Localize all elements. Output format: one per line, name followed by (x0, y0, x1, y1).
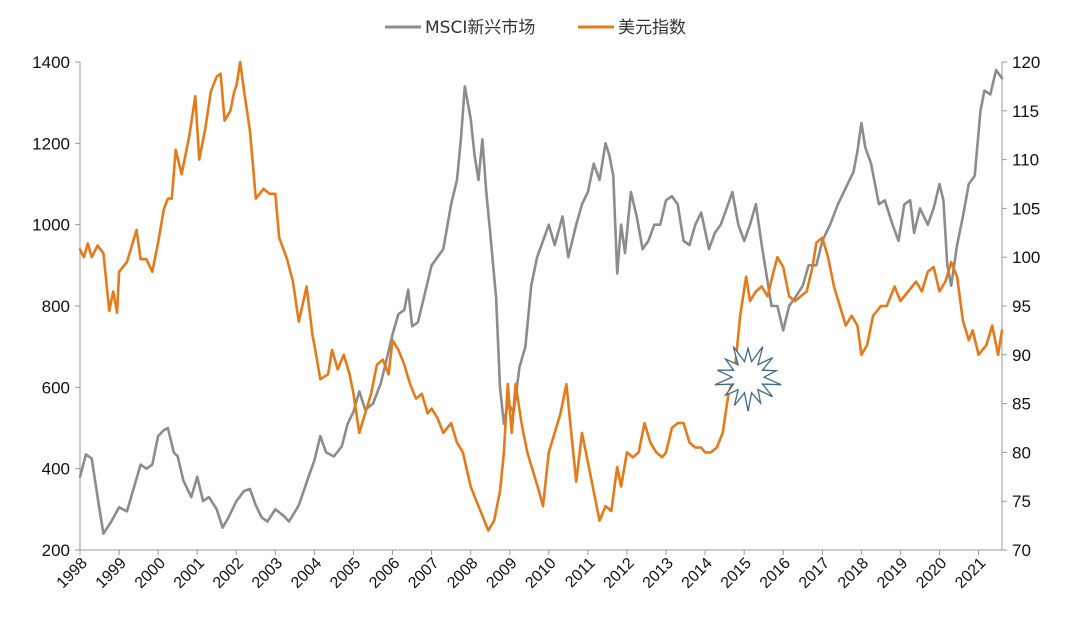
x-tick-label: 2019 (874, 555, 911, 592)
y-left-tick-label: 1000 (32, 216, 70, 235)
series-group (78, 60, 1004, 535)
y-right-tick-label: 90 (1012, 346, 1031, 365)
x-tick-label: 1999 (93, 555, 130, 592)
x-tick-label: 2005 (327, 555, 364, 592)
x-tick-label: 2004 (288, 555, 325, 592)
x-tick-label: 2008 (444, 555, 481, 592)
x-tick-label: 2002 (210, 555, 247, 592)
y-right-tick-label: 85 (1012, 395, 1031, 414)
y-left-tick-label: 1400 (32, 53, 70, 72)
y-left-tick-label: 400 (42, 460, 70, 479)
x-tick-label: 2006 (366, 555, 403, 592)
legend-label-1: MSCI新兴市场 (425, 18, 535, 38)
starburst-annotation (714, 345, 782, 412)
y-right-tick-label: 70 (1012, 541, 1031, 560)
y-right-tick-label: 105 (1012, 199, 1040, 218)
x-tick-label: 2007 (405, 555, 442, 592)
y-left-tick-label: 600 (42, 378, 70, 397)
y-right-tick-label: 100 (1012, 248, 1040, 267)
series-line-1 (78, 68, 1004, 535)
x-tick-label: 2010 (522, 555, 559, 592)
x-tick-label: 2011 (562, 555, 598, 591)
y-right-tick-label: 120 (1012, 53, 1040, 72)
y-left-tick-label: 200 (42, 541, 70, 560)
x-tick-label: 1998 (54, 555, 91, 592)
x-tick-label: 2021 (952, 555, 989, 592)
y-right-tick-label: 75 (1012, 492, 1031, 511)
x-tick-label: 2020 (913, 555, 950, 592)
y-right-tick-label: 115 (1012, 102, 1039, 121)
x-tick-label: 2016 (757, 555, 794, 592)
y-right-tick-label: 95 (1012, 297, 1031, 316)
x-tick-label: 2018 (835, 555, 872, 592)
y-right-tick-label: 110 (1012, 151, 1039, 170)
x-tick-label: 2001 (171, 555, 208, 592)
y-left-tick-label: 1200 (32, 134, 70, 153)
x-tick-label: 2000 (132, 555, 169, 592)
y-left-tick-label: 800 (42, 297, 70, 316)
x-tick-label: 2014 (679, 555, 716, 592)
tick-labels: 200 400 600 800 1000 1200 1400 70 75 80 85 90 95 100 1… (32, 53, 1040, 592)
annotation-group (714, 345, 782, 412)
x-tick-label: 2013 (640, 555, 677, 592)
x-tick-label: 2017 (796, 555, 833, 592)
x-tick-label: 2015 (718, 555, 755, 592)
series-line-2 (78, 60, 1004, 532)
x-tick-label: 2003 (249, 555, 286, 592)
legend-label-2: 美元指数 (618, 18, 686, 38)
y-right-tick-label: 80 (1012, 443, 1031, 462)
axes (75, 61, 1007, 555)
x-tick-label: 2009 (483, 555, 520, 592)
x-tick-label: 2012 (601, 555, 638, 592)
legend: MSCI新兴市场 美元指数 (385, 18, 686, 38)
